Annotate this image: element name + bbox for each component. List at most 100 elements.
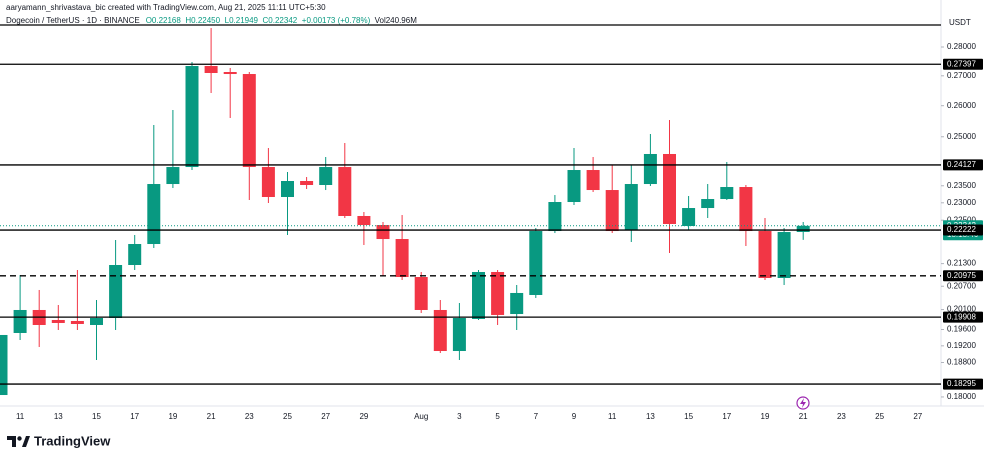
candle-body (491, 271, 505, 315)
x-tick-label: 15 (92, 412, 101, 421)
x-tick-label: 7 (534, 412, 539, 421)
candle-body (663, 153, 676, 224)
y-tick-label: 0.26000 (947, 101, 976, 110)
plot-area (0, 27, 941, 396)
x-tick-label: 19 (168, 412, 177, 421)
y-tick-label: 0.19200 (947, 341, 976, 350)
candle-body (548, 202, 562, 232)
y-tick-label: 0.18000 (947, 392, 976, 401)
x-tick-label: 9 (572, 412, 577, 421)
ohlc-legend: O0.22168 H0.22450 L0.21949 C0.22342 +0.00173… (146, 16, 418, 25)
candle-body (70, 320, 84, 324)
price-line-label: 0.20975 (947, 271, 976, 280)
y-tick-label: 0.18800 (947, 358, 976, 367)
event-icon-bolt (800, 398, 806, 408)
candle-body (777, 232, 791, 278)
candle-body (223, 71, 237, 75)
candle-body (682, 208, 696, 227)
currency: USDT (949, 18, 971, 27)
y-tick-label: 0.20100 (947, 305, 976, 314)
candle-body (242, 74, 256, 168)
x-tick-label: 25 (875, 412, 884, 421)
candle-body (452, 317, 466, 352)
candle-body (529, 231, 543, 295)
price-line-label: 0.18295 (947, 379, 976, 388)
x-tick-label: 27 (913, 412, 922, 421)
x-tick-label: 13 (646, 412, 655, 421)
x-tick-label: 25 (283, 412, 292, 421)
y-tick-label: 0.22500 (947, 215, 976, 224)
brand-logo (7, 436, 30, 447)
x-tick-label: 23 (245, 412, 254, 421)
candle-body (643, 153, 657, 185)
x-tick-label: 3 (457, 412, 462, 421)
candle-body (433, 309, 447, 352)
candle-body (395, 239, 409, 278)
ohlc-legend-item: H0.22450 (185, 16, 220, 25)
logo-shape (17, 436, 22, 441)
price-line-label-box (943, 58, 983, 70)
y-tick-label: 0.19600 (947, 325, 976, 334)
x-tick-label: 21 (799, 412, 808, 421)
candle-body (109, 264, 123, 318)
candle-body (147, 184, 161, 245)
ohlc-legend-item: O0.22168 (146, 16, 182, 25)
x-tick-label: 29 (359, 412, 368, 421)
price-line-label-box (943, 270, 983, 282)
candle-body (13, 309, 27, 333)
candle-body (90, 317, 103, 325)
y-tick-label: 0.21300 (947, 259, 976, 268)
x-tick-label: 17 (130, 412, 139, 421)
y-tick-label: 0.28000 (947, 42, 976, 51)
candle-body (319, 167, 333, 185)
x-tick-label: 15 (684, 412, 693, 421)
x-tick-label: 19 (761, 412, 770, 421)
price-line-label: 0.27397 (947, 59, 976, 68)
candle-body (720, 187, 734, 200)
price-line-label-box (943, 159, 983, 171)
candle-body (414, 277, 428, 310)
symbol: Dogecoin / TetherUS · 1D · BINANCE (6, 16, 140, 25)
y-tick-label: 0.20700 (947, 281, 976, 290)
ohlc-legend-item: Vol240.96M (375, 16, 418, 25)
x-tick-label: 23 (837, 412, 846, 421)
price-axis: 0.28000 0.27000 0.26000 0.25000 0.23500 0.230… (941, 42, 983, 401)
candle-body (567, 170, 581, 203)
y-tick-label: 0.27000 (947, 71, 976, 80)
candle-body (739, 187, 753, 232)
x-tick-label: 5 (495, 412, 500, 421)
candle-body (166, 167, 180, 185)
price-line-label: 0.22222 (947, 225, 976, 234)
candle-body (338, 167, 352, 216)
attribution: aaryamann_shrivastava_bic created with T… (6, 3, 326, 12)
price-line-label-box (943, 311, 983, 323)
candle-body (701, 199, 715, 209)
x-tick-label: 13 (54, 412, 63, 421)
candle-body (605, 190, 619, 232)
y-tick-label: 0.25000 (947, 132, 976, 141)
ohlc-legend-item: L0.21949 (225, 16, 259, 25)
candle-body (204, 66, 218, 73)
candle-body (185, 66, 199, 168)
x-tick-label: 21 (207, 412, 216, 421)
candle-body (472, 271, 485, 319)
candle-body (586, 170, 600, 191)
x-tick-label: 11 (16, 412, 25, 421)
price-line-label-box (943, 224, 983, 236)
ohlc-legend-item: C0.22342 (263, 16, 298, 25)
price-line-label: 0.19908 (947, 312, 976, 321)
price-line-label: 0.24127 (947, 160, 976, 169)
candle-body (51, 319, 65, 323)
candle-body (376, 225, 390, 240)
y-tick-label: 0.23500 (947, 181, 976, 190)
x-tick-label: 27 (321, 412, 330, 421)
candle-body (624, 184, 638, 231)
y-tick-label: 0.23000 (947, 198, 976, 207)
candle-body (0, 334, 8, 396)
candle-body (281, 180, 294, 198)
logo-shape (7, 436, 16, 447)
candle-body (758, 231, 772, 278)
x-tick-label: 17 (722, 412, 731, 421)
